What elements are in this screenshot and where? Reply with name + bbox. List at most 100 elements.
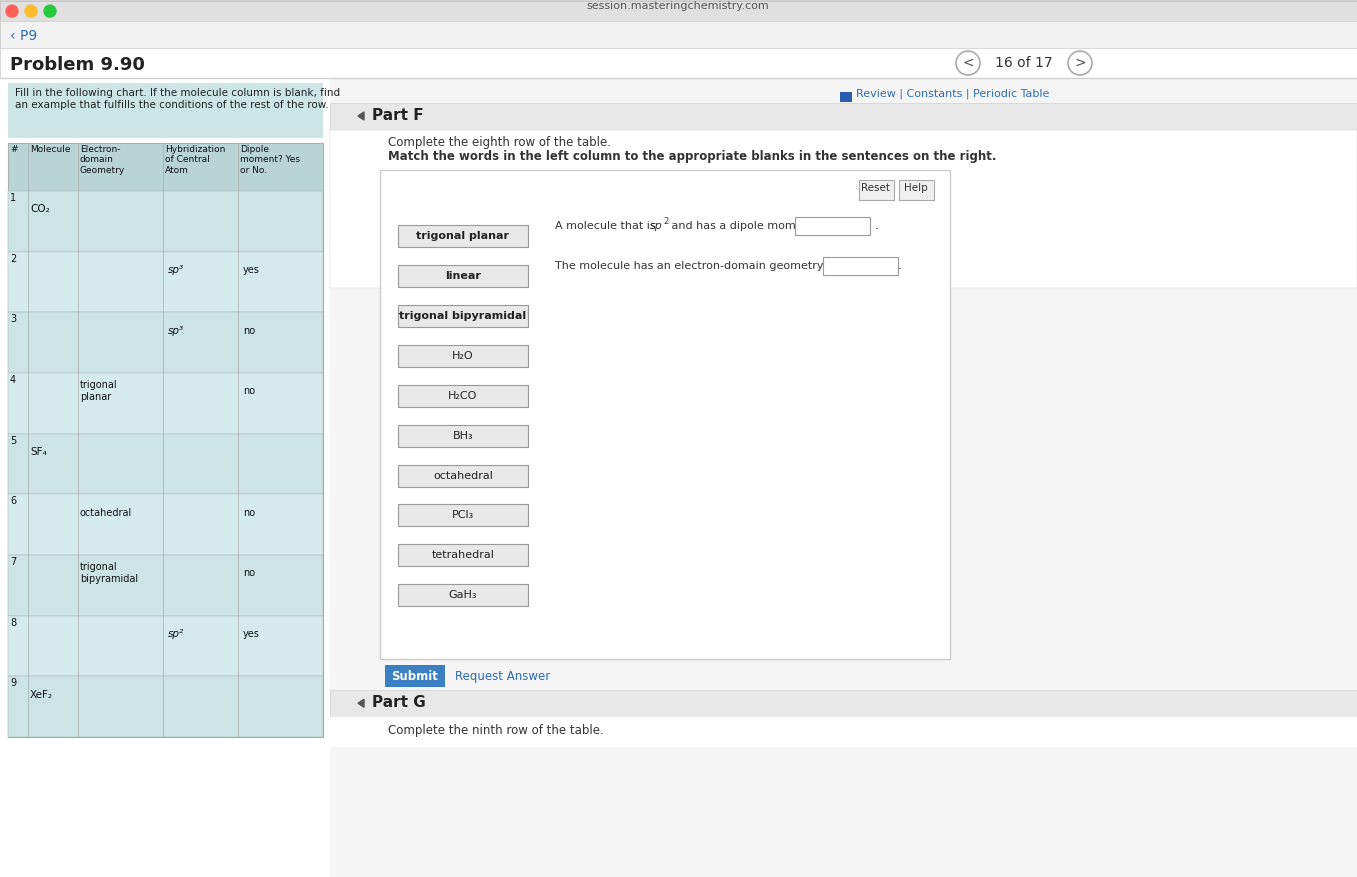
Text: Electron-
domain
Geometry: Electron- domain Geometry — [80, 145, 125, 175]
Bar — [330, 130, 1357, 288]
Text: 8: 8 — [9, 617, 16, 628]
Text: .: . — [875, 219, 879, 232]
Text: Request Answer: Request Answer — [455, 670, 550, 683]
Circle shape — [24, 5, 37, 18]
Text: sp³: sp³ — [168, 265, 185, 275]
Bar — [8, 143, 323, 738]
Text: Complete the eighth row of the table.: Complete the eighth row of the table. — [388, 136, 611, 149]
Text: 5: 5 — [9, 436, 16, 446]
Text: no: no — [243, 386, 255, 396]
Text: sp³: sp³ — [168, 325, 185, 336]
Bar — [840, 92, 852, 102]
Circle shape — [5, 5, 18, 18]
Bar — [330, 690, 1357, 717]
Text: >: > — [1075, 56, 1086, 70]
Text: H₂CO: H₂CO — [448, 390, 478, 401]
Bar — [398, 225, 528, 246]
Text: Dipole
moment? Yes
or No.: Dipole moment? Yes or No. — [240, 145, 300, 175]
Text: 1: 1 — [9, 193, 16, 203]
Text: Part G: Part G — [372, 695, 426, 709]
Text: session.masteringchemistry.com: session.masteringchemistry.com — [586, 1, 769, 11]
Bar — [8, 434, 323, 495]
Text: Fill in the following chart. If the molecule column is blank, find
an example th: Fill in the following chart. If the mole… — [15, 88, 341, 110]
Text: #: # — [9, 145, 18, 154]
Bar — [398, 545, 528, 567]
Circle shape — [43, 5, 56, 18]
Bar — [330, 78, 1357, 877]
Bar — [330, 103, 1357, 130]
Text: sp²: sp² — [168, 629, 185, 639]
Text: 6: 6 — [9, 496, 16, 506]
Text: octahedral: octahedral — [80, 508, 132, 517]
Bar — [0, 1, 1357, 21]
Bar — [859, 180, 894, 200]
Text: trigonal bipyramidal: trigonal bipyramidal — [399, 310, 527, 321]
Bar — [795, 217, 870, 235]
Bar — [0, 21, 1357, 48]
Bar — [8, 495, 323, 555]
Text: ‹ P9: ‹ P9 — [9, 29, 37, 43]
Bar — [8, 83, 323, 138]
Text: Help: Help — [904, 183, 928, 193]
Text: Molecule: Molecule — [30, 145, 71, 154]
Text: trigonal planar: trigonal planar — [417, 231, 509, 241]
Text: Review | Constants | Periodic Table: Review | Constants | Periodic Table — [856, 89, 1049, 99]
Text: and has a dipole moment is: and has a dipole moment is — [668, 221, 826, 231]
Text: A molecule that is: A molecule that is — [555, 221, 660, 231]
Bar — [385, 666, 445, 688]
Text: 2: 2 — [664, 217, 668, 226]
Text: trigonal
planar: trigonal planar — [80, 381, 118, 402]
Text: 4: 4 — [9, 375, 16, 385]
Polygon shape — [358, 699, 364, 707]
Bar — [8, 616, 323, 676]
Text: <: < — [962, 56, 974, 70]
Bar — [8, 143, 323, 191]
Text: BH₃: BH₃ — [453, 431, 474, 440]
Text: 2: 2 — [9, 253, 16, 264]
Bar — [330, 78, 1357, 103]
Polygon shape — [358, 112, 364, 120]
Text: Reset: Reset — [862, 183, 890, 193]
Bar — [8, 191, 323, 252]
Text: tetrahedral: tetrahedral — [432, 551, 494, 560]
Bar — [822, 257, 898, 275]
Text: Submit: Submit — [392, 670, 438, 683]
Text: linear: linear — [445, 271, 480, 281]
Circle shape — [955, 51, 980, 75]
Text: Hybridization
of Central
Atom: Hybridization of Central Atom — [166, 145, 225, 175]
Text: octahedral: octahedral — [433, 471, 493, 481]
Text: CO₂: CO₂ — [30, 204, 50, 214]
Circle shape — [1068, 51, 1092, 75]
Text: yes: yes — [243, 629, 261, 639]
Bar — [398, 584, 528, 606]
Text: 3: 3 — [9, 314, 16, 324]
Bar — [898, 180, 934, 200]
Text: Complete the ninth row of the table.: Complete the ninth row of the table. — [388, 724, 604, 738]
Text: no: no — [243, 325, 255, 336]
Text: yes: yes — [243, 265, 261, 275]
Text: Part F: Part F — [372, 108, 423, 123]
Text: XeF₂: XeF₂ — [30, 689, 53, 700]
Bar — [398, 385, 528, 407]
Text: .: . — [898, 260, 902, 272]
Bar — [0, 48, 1357, 78]
Bar — [398, 304, 528, 327]
Bar — [380, 170, 950, 660]
Bar — [398, 424, 528, 446]
Text: no: no — [243, 508, 255, 517]
Text: sp: sp — [650, 221, 662, 231]
Text: Problem 9.90: Problem 9.90 — [9, 56, 145, 74]
Bar — [398, 345, 528, 367]
Text: trigonal
bipyramidal: trigonal bipyramidal — [80, 562, 138, 584]
Bar — [398, 265, 528, 287]
Text: H₂O: H₂O — [452, 351, 474, 360]
Text: SF₄: SF₄ — [30, 447, 46, 457]
Bar — [8, 252, 323, 312]
Text: The molecule has an electron-domain geometry that is: The molecule has an electron-domain geom… — [555, 260, 862, 271]
Text: no: no — [243, 568, 255, 578]
Bar — [8, 555, 323, 616]
Bar — [8, 676, 323, 738]
Bar — [330, 717, 1357, 747]
Bar — [398, 504, 528, 526]
Text: 16 of 17: 16 of 17 — [995, 56, 1053, 70]
